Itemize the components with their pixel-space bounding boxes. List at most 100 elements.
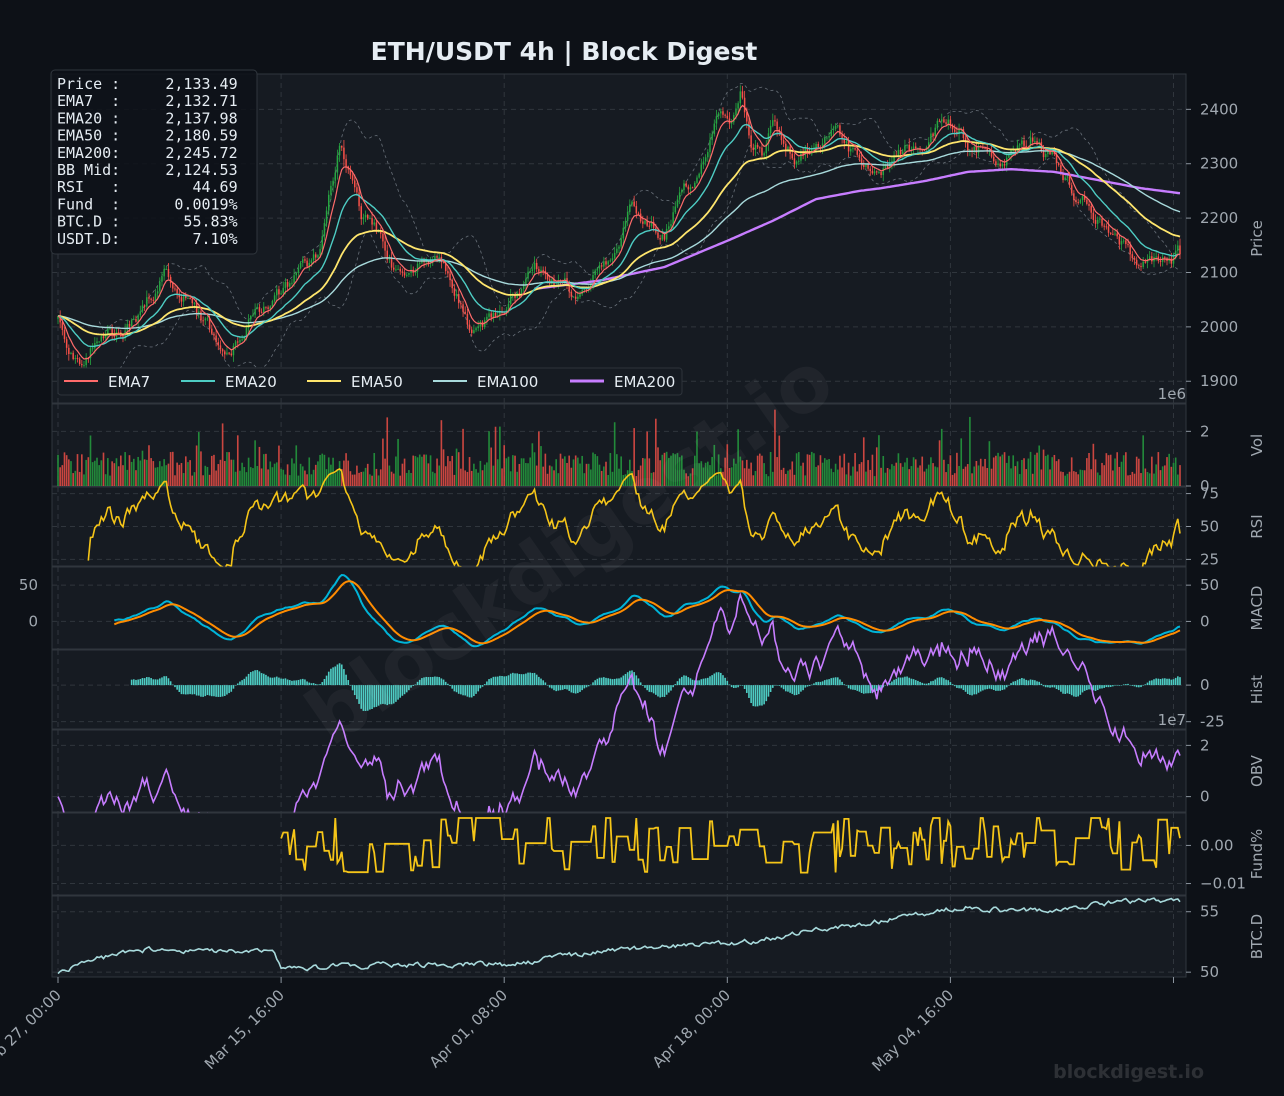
volume-bar (70, 461, 72, 486)
volume-bar (568, 455, 570, 486)
volume-bar (72, 473, 74, 486)
candle-body (687, 186, 690, 190)
candle-body (237, 341, 239, 343)
volume-bar (135, 470, 137, 486)
candle-body (297, 268, 300, 273)
volume-bar (427, 463, 430, 486)
candle-body (1177, 245, 1179, 251)
volume-bar (115, 458, 118, 486)
volume-bar (711, 456, 713, 486)
candle-body (1075, 200, 1077, 203)
candle-body (68, 347, 70, 355)
histogram-bar (672, 685, 674, 688)
histogram-bar (200, 685, 202, 697)
volume-bar (681, 455, 683, 486)
candle-body (600, 265, 603, 267)
volume-bar (709, 465, 711, 486)
histogram-bar (425, 676, 428, 686)
histogram-bar (338, 663, 341, 686)
histogram-bar (938, 677, 941, 686)
histogram-bar (557, 685, 560, 691)
volume-bar (202, 475, 204, 486)
volume-bar (496, 459, 499, 486)
histogram-bar (382, 685, 384, 704)
candle-body (726, 115, 729, 119)
volume-bar (642, 458, 644, 486)
volume-bar (364, 467, 367, 486)
volume-bar (473, 463, 475, 486)
histogram-bar (943, 678, 945, 686)
volume-bar (410, 472, 412, 486)
histogram-bar (334, 666, 337, 686)
volume-bar (1088, 452, 1090, 486)
candle-body (707, 152, 709, 158)
histogram-bar (901, 677, 904, 686)
histogram-bar (1081, 685, 1084, 693)
volume-bar (1146, 471, 1149, 486)
candle-body (901, 151, 904, 155)
volume-bar (514, 455, 516, 486)
histogram-bar (962, 685, 965, 691)
volume-bar (1016, 461, 1019, 486)
volume-bar (1029, 451, 1032, 486)
volume-bar (1153, 473, 1155, 486)
candle-body (269, 306, 272, 309)
candle-body (351, 175, 354, 181)
volume-bar (423, 454, 425, 486)
histogram-bar (427, 677, 430, 686)
volume-bar (828, 459, 830, 486)
volume-bar (795, 453, 798, 486)
volume-bar (806, 454, 809, 486)
histogram-bar (784, 685, 787, 692)
volume-bar (384, 458, 386, 486)
histogram-bar (776, 685, 778, 686)
histogram-bar (624, 673, 627, 686)
candle-body (449, 273, 451, 281)
candle-body (722, 111, 724, 115)
histogram-bar (1047, 685, 1049, 688)
histogram-bar (535, 674, 538, 686)
candle-body (191, 298, 194, 304)
candle-body (364, 214, 367, 218)
histogram-bar (559, 685, 562, 691)
candle-body (735, 108, 737, 116)
btc_dominance-y-tick-label: 50 (1200, 963, 1219, 981)
volume-bar (1107, 455, 1110, 486)
volume-bar (297, 475, 300, 486)
histogram-bar (681, 676, 683, 686)
histogram-bar (737, 685, 739, 688)
x-tick-label: May 04, 16:00 (868, 986, 957, 1075)
candle-body (494, 312, 497, 317)
candle-body (254, 308, 256, 315)
volume-bar (1034, 454, 1036, 486)
candle-body (219, 345, 222, 350)
candle-body (241, 339, 243, 341)
volume-bar (488, 431, 490, 486)
candle-body (451, 280, 453, 289)
candle-body (247, 319, 250, 329)
candle-body (299, 262, 302, 269)
candle-body (130, 319, 133, 327)
histogram-bar (384, 685, 386, 705)
candle-body (756, 144, 759, 148)
candle-body (893, 155, 895, 161)
histogram-bar (982, 685, 984, 691)
histogram-bar (930, 681, 932, 686)
volume-bar (100, 460, 103, 486)
candle-body (750, 135, 752, 148)
candle-body (1066, 176, 1069, 178)
histogram-bar (917, 680, 919, 686)
volume-bar (823, 458, 826, 486)
volume-bar (416, 457, 419, 486)
volume-bar (525, 463, 527, 486)
price-y-tick-label: 2200 (1200, 209, 1238, 227)
candle-body (217, 342, 220, 346)
volume-bar (826, 459, 828, 486)
histogram-bar (154, 679, 157, 686)
volume-bar (518, 463, 521, 486)
candle-body (165, 268, 168, 270)
candle-body (869, 168, 872, 172)
candle-body (858, 154, 861, 159)
candle-body (798, 160, 800, 162)
histogram-bar (706, 677, 709, 686)
